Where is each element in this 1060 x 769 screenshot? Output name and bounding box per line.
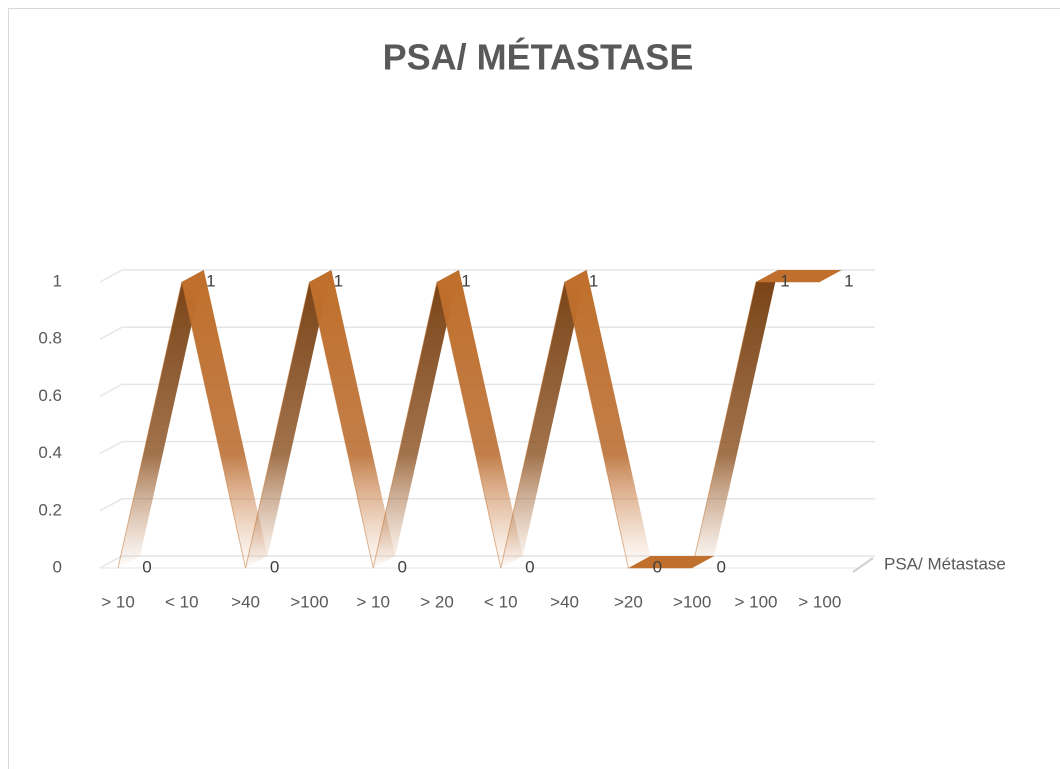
data-label: 1 bbox=[589, 271, 598, 290]
ribbon-face bbox=[564, 270, 651, 568]
ribbon-face bbox=[756, 270, 842, 282]
x-tick-label: < 10 bbox=[165, 592, 199, 611]
data-label: 0 bbox=[525, 557, 534, 576]
ribbon-face bbox=[245, 270, 332, 568]
legend-label: PSA/ Métastase bbox=[884, 554, 1006, 573]
data-label: 0 bbox=[653, 557, 662, 576]
data-label: 1 bbox=[461, 271, 470, 290]
data-label: 0 bbox=[142, 557, 151, 576]
ribbon-face bbox=[373, 270, 459, 568]
y-tick-label: 0 bbox=[53, 557, 62, 576]
grid-line bbox=[99, 383, 875, 398]
y-tick-label: 0.4 bbox=[38, 443, 62, 462]
line bbox=[117, 281, 820, 569]
x-tick-label: >40 bbox=[550, 592, 579, 611]
y-tick-label: 1 bbox=[53, 271, 62, 290]
x-tick-label: >20 bbox=[614, 592, 643, 611]
x-tick-label: > 100 bbox=[798, 592, 841, 611]
y-tick-label: 0.2 bbox=[38, 500, 62, 519]
ribbon-face bbox=[692, 270, 778, 568]
data-label: 1 bbox=[206, 271, 215, 290]
ribbon-face bbox=[181, 270, 268, 568]
x-tick-label: > 100 bbox=[734, 592, 777, 611]
x-tick-label: >100 bbox=[290, 592, 328, 611]
grid-line bbox=[99, 555, 875, 569]
y-tick-label: 0.8 bbox=[38, 329, 62, 348]
grid-line bbox=[99, 326, 875, 340]
ribbon-face bbox=[437, 270, 523, 568]
x-tick-label: >40 bbox=[231, 592, 260, 611]
x-tick-label: > 10 bbox=[101, 592, 135, 611]
x-tick-label: < 10 bbox=[484, 592, 518, 611]
chart-border bbox=[8, 8, 1060, 769]
data-label: 0 bbox=[270, 557, 279, 576]
ribbon-face bbox=[118, 270, 204, 568]
x-tick-label: > 10 bbox=[356, 592, 390, 611]
chart-title: PSA/ MÉTASTASE bbox=[383, 37, 694, 78]
data-label: 1 bbox=[780, 271, 789, 290]
y-tick-label: 0.6 bbox=[38, 386, 62, 405]
grid-line bbox=[99, 269, 875, 283]
data-label: 0 bbox=[716, 557, 725, 576]
legend-key bbox=[852, 557, 874, 573]
x-tick-label: > 20 bbox=[420, 592, 454, 611]
ribbon-face bbox=[500, 270, 587, 568]
data-label: 1 bbox=[334, 271, 343, 290]
ribbon-face bbox=[309, 270, 396, 568]
x-tick-label: >100 bbox=[673, 592, 711, 611]
data-label: 1 bbox=[844, 271, 853, 290]
data-label: 0 bbox=[397, 557, 406, 576]
